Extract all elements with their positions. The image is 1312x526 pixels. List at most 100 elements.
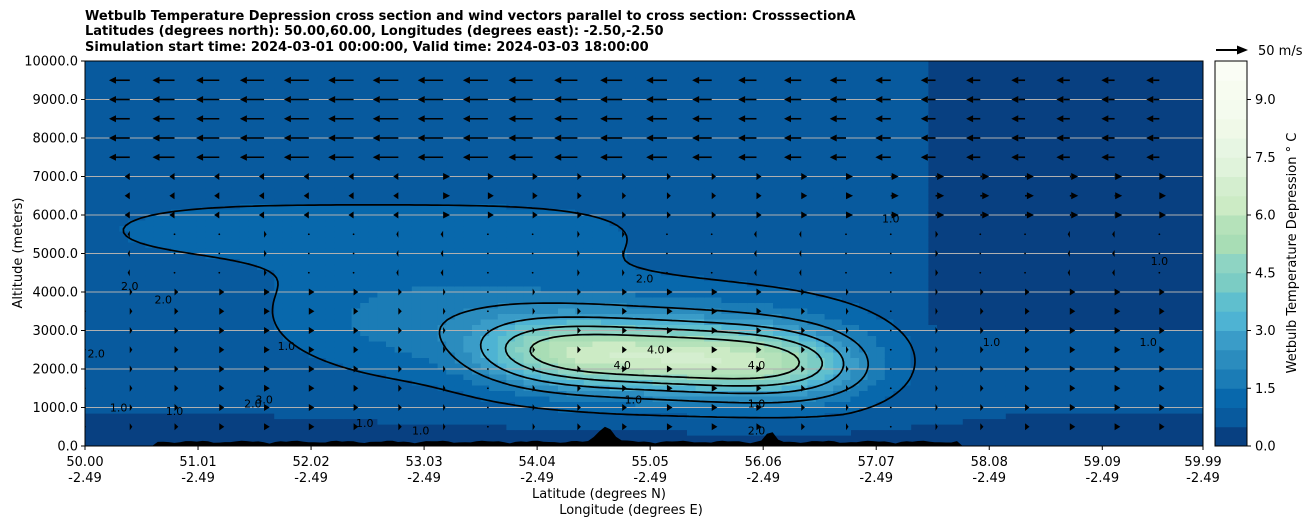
filled-contour-cell (712, 407, 722, 414)
filled-contour-cell (368, 358, 378, 365)
filled-contour-cell (730, 149, 740, 156)
filled-contour-cell (549, 165, 559, 172)
filled-contour-cell (644, 149, 654, 156)
filled-contour-cell (730, 182, 740, 189)
filled-contour-cell (721, 176, 731, 183)
filled-contour-cell (454, 160, 464, 167)
filled-contour-cell (317, 61, 327, 68)
filled-contour-cell (119, 138, 129, 145)
filled-contour-cell (188, 72, 198, 79)
filled-contour-cell (592, 66, 602, 73)
filled-contour-cell (661, 264, 671, 271)
filled-contour-cell (626, 193, 636, 200)
filled-contour-cell (669, 193, 679, 200)
filled-contour-cell (102, 275, 112, 282)
filled-contour-cell (93, 347, 103, 354)
filled-contour-cell (704, 253, 714, 260)
filled-contour-cell (394, 407, 404, 414)
filled-contour-cell (128, 226, 138, 233)
filled-contour-cell (540, 61, 550, 68)
filled-contour-cell (635, 242, 645, 249)
filled-contour-cell (196, 253, 206, 260)
filled-contour-cell (136, 165, 146, 172)
filled-contour-cell (343, 105, 353, 112)
filled-contour-cell (523, 424, 533, 431)
filled-contour-cell (523, 259, 533, 266)
filled-contour-cell (325, 171, 335, 178)
filled-contour-cell (377, 358, 387, 365)
filled-contour-cell (463, 385, 473, 392)
filled-contour-cell (317, 358, 327, 365)
filled-contour-cell (171, 105, 181, 112)
filled-contour-cell (334, 270, 344, 277)
filled-contour-cell (334, 182, 344, 189)
filled-contour-cell (669, 138, 679, 145)
filled-contour-cell (635, 116, 645, 123)
filled-contour-cell (558, 83, 568, 90)
filled-contour-cell (300, 226, 310, 233)
filled-contour-cell (566, 264, 576, 271)
filled-contour-cell (136, 363, 146, 370)
filled-contour-cell (549, 303, 559, 310)
filled-contour-cell (497, 143, 507, 150)
filled-contour-cell (489, 61, 499, 68)
filled-contour-cell (119, 121, 129, 128)
filled-contour-cell (248, 391, 258, 398)
filled-contour-cell (145, 176, 155, 183)
filled-contour-cell (601, 231, 611, 238)
filled-contour-cell (463, 347, 473, 354)
filled-contour-cell (446, 94, 456, 101)
filled-contour-cell (463, 270, 473, 277)
filled-contour-cell (420, 66, 430, 73)
filled-contour-cell (308, 66, 318, 73)
filled-contour-cell (102, 138, 112, 145)
filled-contour-cell (300, 281, 310, 288)
filled-contour-cell (704, 193, 714, 200)
filled-contour-cell (583, 413, 593, 420)
filled-contour-cell (429, 193, 439, 200)
filled-contour-cell (179, 369, 189, 376)
filled-contour-cell (429, 176, 439, 183)
filled-contour-cell (532, 231, 542, 238)
filled-contour-cell (377, 215, 387, 222)
filled-contour-cell (695, 143, 705, 150)
filled-contour-cell (497, 325, 507, 332)
filled-contour-cell (669, 418, 679, 425)
filled-contour-cell (532, 88, 542, 95)
filled-contour-cell (540, 209, 550, 216)
filled-contour-cell (558, 358, 568, 365)
filled-contour-cell (300, 402, 310, 409)
filled-contour-cell (429, 143, 439, 150)
filled-contour-cell (85, 281, 95, 288)
filled-contour-cell (540, 286, 550, 293)
filled-contour-cell (136, 154, 146, 161)
filled-contour-cell (196, 369, 206, 376)
filled-contour-cell (153, 248, 163, 255)
filled-contour-cell (661, 259, 671, 266)
filled-contour-cell (609, 72, 619, 79)
filled-contour-cell (153, 165, 163, 172)
filled-contour-cell (644, 160, 654, 167)
filled-contour-cell (583, 215, 593, 222)
filled-contour-cell (403, 330, 413, 337)
filled-contour-cell (162, 330, 172, 337)
filled-contour-cell (626, 391, 636, 398)
filled-contour-cell (308, 182, 318, 189)
filled-contour-cell (687, 72, 697, 79)
filled-contour-cell (179, 105, 189, 112)
filled-contour-cell (162, 259, 172, 266)
filled-contour-cell (712, 198, 722, 205)
filled-contour-cell (85, 308, 95, 315)
filled-contour-cell (540, 165, 550, 172)
filled-contour-cell (506, 99, 516, 106)
filled-contour-cell (351, 330, 361, 337)
filled-contour-cell (626, 259, 636, 266)
filled-contour-cell (669, 237, 679, 244)
filled-contour-cell (523, 402, 533, 409)
filled-contour-cell (386, 198, 396, 205)
filled-contour-cell (377, 237, 387, 244)
filled-contour-cell (282, 132, 292, 139)
filled-contour-cell (652, 231, 662, 238)
filled-contour-cell (386, 297, 396, 304)
filled-contour-cell (265, 259, 275, 266)
